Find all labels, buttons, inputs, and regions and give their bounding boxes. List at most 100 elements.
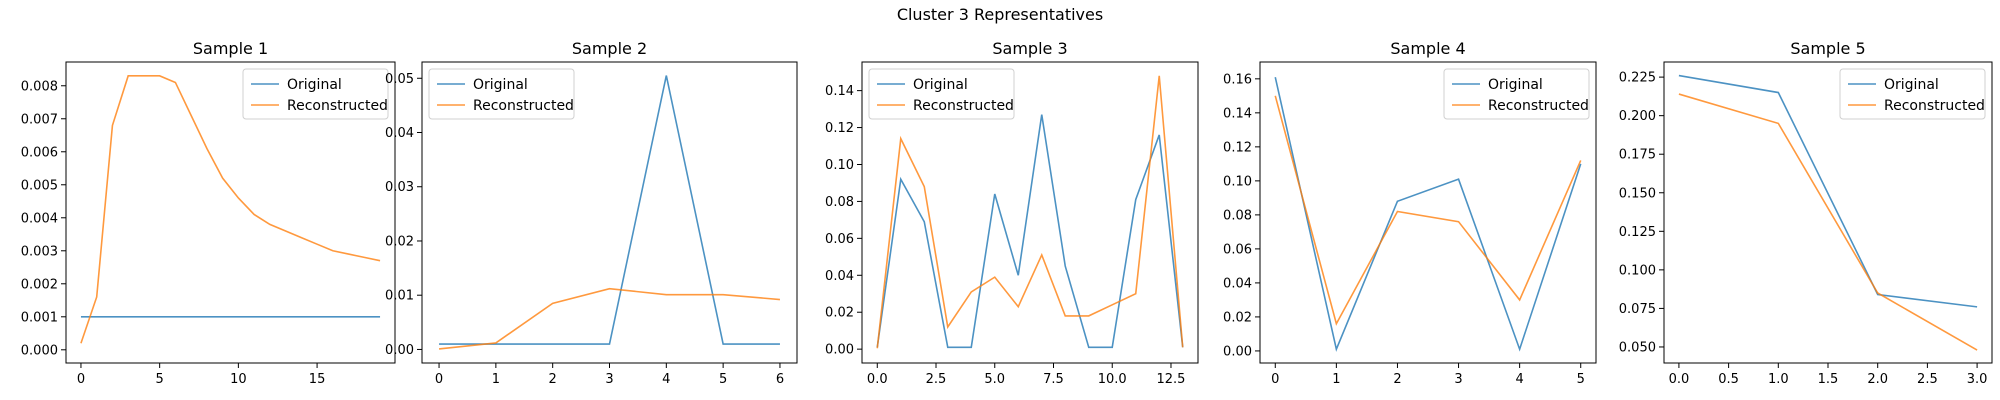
y-tick-label: 0.150 [1619,186,1656,201]
x-tick-label: 5 [1577,372,1585,387]
y-tick-label: 0.03 [385,180,414,195]
y-tick-label: 0.04 [825,269,854,284]
legend-entry: Reconstructed [287,98,388,114]
subplot-title: Sample 5 [1790,39,1865,58]
legend-entry: Original [913,77,968,93]
legend-entry: Original [473,77,528,93]
legend-box [1839,68,1986,120]
y-tick-label: 0.02 [825,306,854,321]
y-tick-label: 0.04 [1223,276,1252,291]
y-tick-label: 0.006 [21,145,58,160]
x-tick-label: 15 [309,372,326,387]
subplot-title: Sample 4 [1390,39,1465,58]
x-tick-label: 1 [492,372,500,387]
axes-frame [1259,61,1597,364]
y-tick-label: 0.001 [21,310,58,325]
y-tick-label: 0.12 [825,121,854,136]
subplot-5: Sample 5 0.0 0.5 1.0 1.5 2.0 2.5 3.0 0.050 0.075 0… [1619,39,1993,387]
legend-entry: Original [1884,77,1939,93]
y-tick-label: 0.14 [1223,106,1252,121]
x-tick-label: 3.0 [1967,372,1988,387]
y-tick-label: 0.008 [21,79,58,94]
y-tick-label: 0.08 [825,195,854,210]
axes-frame [861,61,1199,364]
x-tick-label: 2.0 [1867,372,1888,387]
series-line-original [439,75,780,345]
legend-box [1443,68,1590,120]
series-line-reconstructed [1678,93,1978,351]
y-tick-label: 0.175 [1619,148,1656,163]
y-tick-label: 0.075 [1619,302,1656,317]
figure-title: Cluster 3 Representatives [897,5,1103,24]
x-tick-label: 2.5 [1917,372,1938,387]
legend-box [868,68,1015,120]
y-tick-label: 0.125 [1619,225,1656,240]
y-tick-label: 0.06 [1223,242,1252,257]
axes-frame [65,61,396,364]
subplot-title: Sample 1 [193,39,268,58]
series-line-reconstructed [876,75,1184,349]
y-tick-label: 0.000 [21,343,58,358]
y-tick-label: 0.08 [1223,208,1252,223]
y-tick-label: 0.02 [385,234,414,249]
x-tick-label: 3 [605,372,613,387]
legend-box [428,68,575,120]
series-line-reconstructed [1274,95,1582,326]
series-line-original [876,114,1184,349]
x-tick-label: 5.0 [984,372,1005,387]
y-tick-label: 0.06 [825,232,854,247]
y-tick-label: 0.10 [1223,174,1252,189]
x-tick-label: 10 [230,372,247,387]
x-tick-label: 3 [1454,372,1462,387]
legend-entry: Reconstructed [473,98,574,114]
legend-entry: Reconstructed [913,98,1014,114]
legend: Original Reconstructed [868,68,1015,120]
series-line-original [1678,74,1978,308]
x-tick-label: 0 [435,372,443,387]
x-tick-label: 2 [549,372,557,387]
subplot-1: Sample 1 0 5 10 15 0.000 0.001 0.002 0.003 0.004 0… [21,39,396,387]
y-tick-label: 0.04 [385,126,414,141]
legend: Original Reconstructed [1839,68,1986,120]
legend-box [242,68,389,120]
x-tick-label: 0 [1271,372,1279,387]
x-tick-label: 1 [1332,372,1340,387]
subplot-3: Sample 3 0.0 2.5 5.0 7.5 10.0 12.5 0.00 0.02 0.04… [825,39,1199,387]
x-tick-label: 0 [77,372,85,387]
legend: Original Reconstructed [1443,68,1590,120]
y-tick-label: 0.14 [825,84,854,99]
x-tick-label: 1.5 [1818,372,1839,387]
series-line-original [1274,76,1582,352]
legend: Original Reconstructed [242,68,389,120]
y-tick-label: 0.002 [21,277,58,292]
y-tick-label: 0.004 [21,211,58,226]
series-line-reconstructed [438,287,781,350]
y-tick-label: 0.16 [1223,72,1252,87]
x-tick-label: 5 [156,372,164,387]
x-tick-label: 6 [776,372,784,387]
legend-entry: Original [1488,77,1543,93]
x-tick-label: 2.5 [926,372,947,387]
y-tick-label: 0.050 [1619,340,1656,355]
y-tick-label: 0.005 [21,178,58,193]
x-tick-label: 0.5 [1718,372,1739,387]
y-tick-label: 0.200 [1619,109,1656,124]
legend-entry: Original [287,77,342,93]
y-tick-label: 0.00 [825,343,854,358]
y-tick-label: 0.100 [1619,263,1656,278]
y-tick-label: 0.00 [1223,344,1252,359]
x-tick-label: 10.0 [1098,372,1127,387]
x-tick-label: 7.5 [1043,372,1064,387]
x-tick-label: 12.5 [1157,372,1186,387]
x-tick-label: 0.0 [1669,372,1690,387]
y-tick-label: 0.05 [385,72,414,87]
y-tick-label: 0.10 [825,158,854,173]
legend-entry: Reconstructed [1488,98,1589,114]
x-tick-label: 4 [662,372,670,387]
legend-entry: Reconstructed [1884,98,1985,114]
x-tick-label: 1.0 [1768,372,1789,387]
y-tick-label: 0.02 [1223,310,1252,325]
y-tick-label: 0.225 [1619,71,1656,86]
y-tick-label: 0.12 [1223,140,1252,155]
